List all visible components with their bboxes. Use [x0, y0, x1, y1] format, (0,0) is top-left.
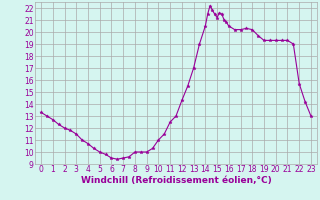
X-axis label: Windchill (Refroidissement éolien,°C): Windchill (Refroidissement éolien,°C): [81, 176, 271, 185]
